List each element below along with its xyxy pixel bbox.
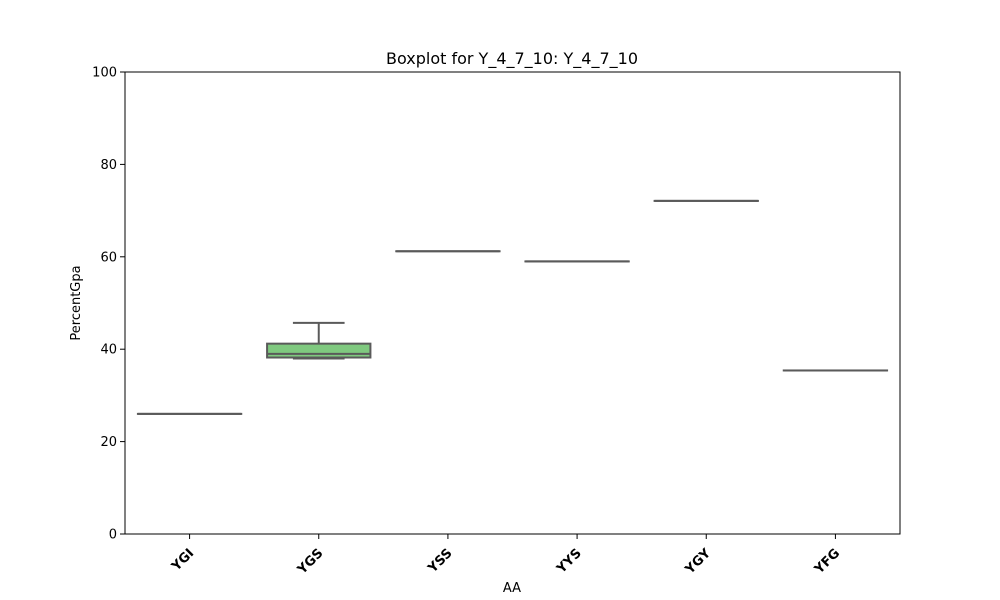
box-ygs <box>266 321 372 360</box>
x-tick-label: YGI <box>168 546 197 575</box>
y-tick-label: 0 <box>109 528 117 543</box>
box-group <box>136 199 889 415</box>
y-tick-label: 40 <box>100 343 117 358</box>
y-axis: 0 20 40 60 80 100 <box>92 66 125 543</box>
box-iqr <box>266 342 372 359</box>
chart-title: Boxplot for Y_4_7_10: Y_4_7_10 <box>386 49 638 69</box>
y-tick-label: 100 <box>92 66 117 81</box>
y-axis-label: PercentGpa <box>69 265 84 340</box>
x-axis: YGI YGS YSS YYS YGY YFG <box>168 534 843 578</box>
x-tick-label: YYS <box>554 546 585 577</box>
plot-frame <box>124 71 901 535</box>
x-axis-label: AA <box>503 581 521 596</box>
x-tick-label: YSS <box>425 546 456 577</box>
y-tick-label: 20 <box>100 435 117 450</box>
y-tick-label: 80 <box>100 158 117 173</box>
y-tick-label: 60 <box>100 250 117 265</box>
x-tick-label: YGY <box>682 546 714 578</box>
x-tick-label: YGS <box>294 546 326 578</box>
x-tick-label: YFG <box>811 546 843 578</box>
